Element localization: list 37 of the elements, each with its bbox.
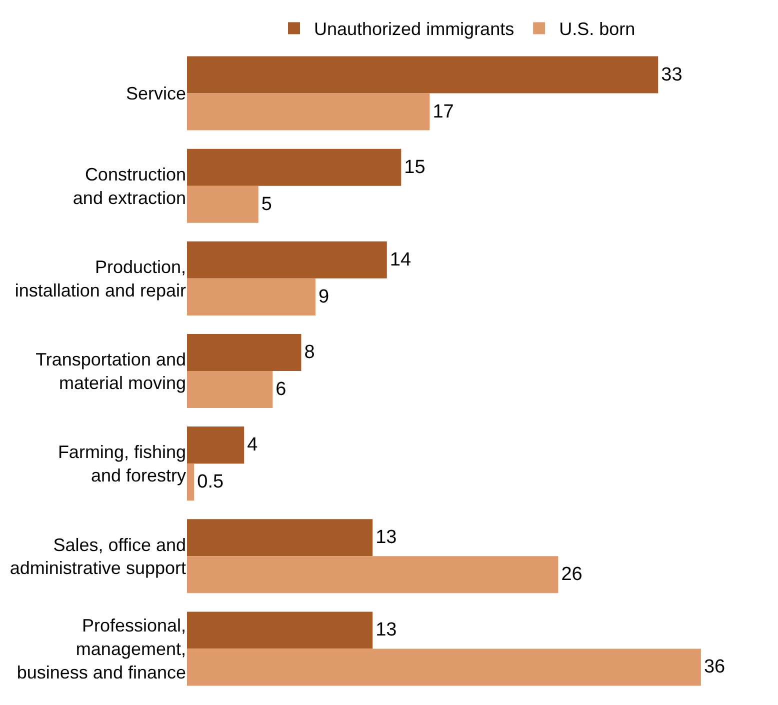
bar	[187, 371, 273, 408]
legend-label: U.S. born	[559, 19, 636, 40]
data-label: 17	[432, 101, 454, 122]
data-label: 14	[390, 249, 412, 270]
bar	[187, 334, 302, 371]
bar	[187, 93, 430, 130]
bar	[187, 241, 387, 278]
bar	[187, 519, 373, 556]
data-label: 5	[261, 194, 272, 215]
y-tick-label: Sales, office and administrative support	[10, 534, 186, 578]
bar	[187, 148, 402, 186]
bar	[187, 556, 558, 594]
bar	[187, 186, 258, 223]
bar	[187, 278, 316, 316]
y-tick-label: Construction and extraction	[72, 164, 186, 208]
data-label: 4	[247, 434, 258, 456]
y-tick-label: Production, installation and repair	[14, 257, 186, 300]
bar	[187, 612, 373, 649]
bar	[187, 56, 658, 94]
y-tick-label: Farming, fishing and forestry	[58, 442, 186, 486]
y-tick-label: Service	[126, 84, 186, 104]
data-label: 33	[661, 64, 682, 86]
y-tick-label: Transportation and material moving	[36, 350, 186, 393]
data-label: 6	[276, 379, 286, 400]
data-label: 26	[561, 564, 582, 586]
bar	[187, 426, 244, 464]
y-tick-label: Professional, management, business and finance	[16, 616, 186, 682]
bar	[187, 648, 701, 686]
data-label: 9	[318, 286, 330, 308]
data-label: 13	[376, 527, 397, 548]
data-label: 0.5	[197, 472, 224, 493]
data-label: 15	[404, 156, 426, 178]
bar	[187, 464, 194, 501]
data-label: 8	[304, 342, 315, 363]
data-label: 13	[376, 620, 397, 641]
legend-label: Unauthorized immigrants	[314, 19, 514, 40]
data-label: 36	[704, 656, 726, 678]
